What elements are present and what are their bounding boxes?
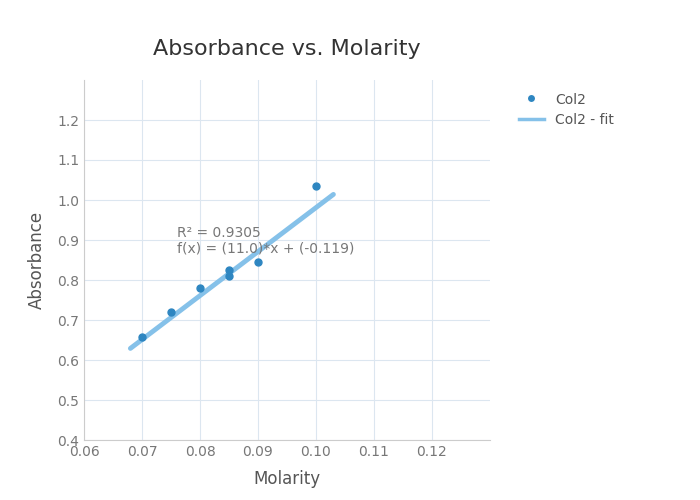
Point [310, 182, 321, 190]
Point [223, 272, 235, 280]
X-axis label: Molarity: Molarity [253, 470, 321, 488]
Point [136, 333, 148, 341]
Point [165, 308, 176, 316]
Point [223, 266, 235, 274]
Text: f(x) = (11.0)*x + (-0.119): f(x) = (11.0)*x + (-0.119) [177, 242, 354, 256]
Y-axis label: Absorbance: Absorbance [28, 211, 46, 309]
Point [253, 258, 264, 266]
Point [195, 284, 206, 292]
Text: R² = 0.9305: R² = 0.9305 [177, 226, 260, 240]
Title: Absorbance vs. Molarity: Absorbance vs. Molarity [153, 39, 421, 59]
Legend: Col2, Col2 - fit: Col2, Col2 - fit [513, 87, 620, 133]
